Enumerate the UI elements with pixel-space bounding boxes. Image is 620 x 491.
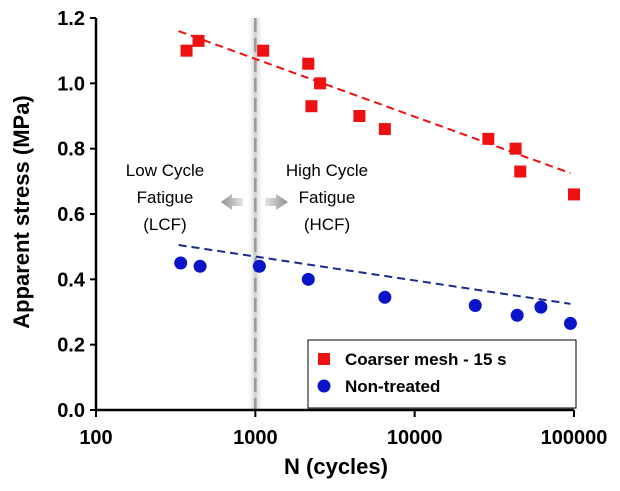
point-series-0	[353, 110, 366, 122]
point-series-0	[192, 34, 205, 47]
point-series-0	[180, 44, 193, 57]
x-tick-label: 1000	[233, 427, 278, 449]
y-tick-label: 1.2	[57, 8, 85, 30]
hcf-arrow-icon	[265, 194, 288, 210]
lcf-label-line: Low Cycle	[126, 161, 204, 180]
y-tick-label: 0.4	[57, 269, 86, 291]
trendline-series-1	[178, 244, 571, 305]
legend-label: Non-treated	[345, 377, 440, 396]
axes: 0.0 0.2 0.4 0.6 0.8 1.0 1.2 100 1000 10000 100000	[57, 8, 607, 449]
point-series-0	[302, 57, 315, 70]
point-series-0	[482, 132, 495, 145]
regime-divider	[246, 18, 265, 410]
point-series-1	[378, 290, 392, 304]
lcf-label-line: (LCF)	[143, 215, 186, 234]
divider-shade	[246, 18, 265, 410]
point-series-1	[301, 272, 315, 286]
trendline-series-0	[178, 30, 571, 175]
y-tick-label: 0.8	[57, 139, 85, 161]
point-series-1	[193, 259, 207, 273]
x-tick-label: 10000	[387, 427, 443, 449]
point-series-1	[534, 300, 548, 314]
point-series-0	[378, 123, 391, 136]
y-tick-label: 0.0	[57, 400, 85, 422]
y-tick-label: 0.2	[57, 335, 85, 357]
hcf-label-line: Fatigue	[299, 188, 356, 207]
lcf-arrow-icon	[221, 194, 243, 210]
point-series-1	[468, 298, 482, 312]
hcf-label-line: High Cycle	[286, 161, 368, 180]
point-series-1	[563, 316, 577, 330]
point-series-0	[314, 77, 327, 90]
legend-label: Coarser mesh - 15 s	[345, 350, 507, 369]
x-tick-label: 100	[79, 427, 112, 449]
hcf-label-line: (HCF)	[304, 215, 350, 234]
point-series-1	[510, 308, 524, 322]
point-series-0	[568, 188, 580, 201]
y-axis-title: Apparent stress (MPa)	[9, 95, 34, 329]
trendlines	[178, 30, 571, 305]
legend: Coarser mesh - 15 s Non-treated	[307, 339, 577, 409]
point-series-1	[174, 256, 188, 270]
legend-marker-circle	[317, 379, 331, 393]
point-series-0	[257, 44, 270, 57]
point-series-1	[252, 259, 266, 273]
y-tick-label: 1.0	[57, 73, 85, 95]
y-tick-label: 0.6	[57, 204, 85, 226]
legend-marker-square	[318, 353, 330, 365]
legend-box	[307, 339, 577, 409]
regime-annotations: Low Cycle Fatigue (LCF) High Cycle Fatigue (H…	[126, 161, 368, 234]
point-series-0	[305, 100, 318, 113]
data-points	[174, 34, 580, 330]
point-series-0	[514, 165, 527, 178]
x-axis-title: N (cycles)	[284, 454, 388, 479]
x-tick-label: 100000	[541, 427, 608, 449]
lcf-label-line: Fatigue	[137, 188, 194, 207]
point-series-0	[509, 142, 522, 155]
